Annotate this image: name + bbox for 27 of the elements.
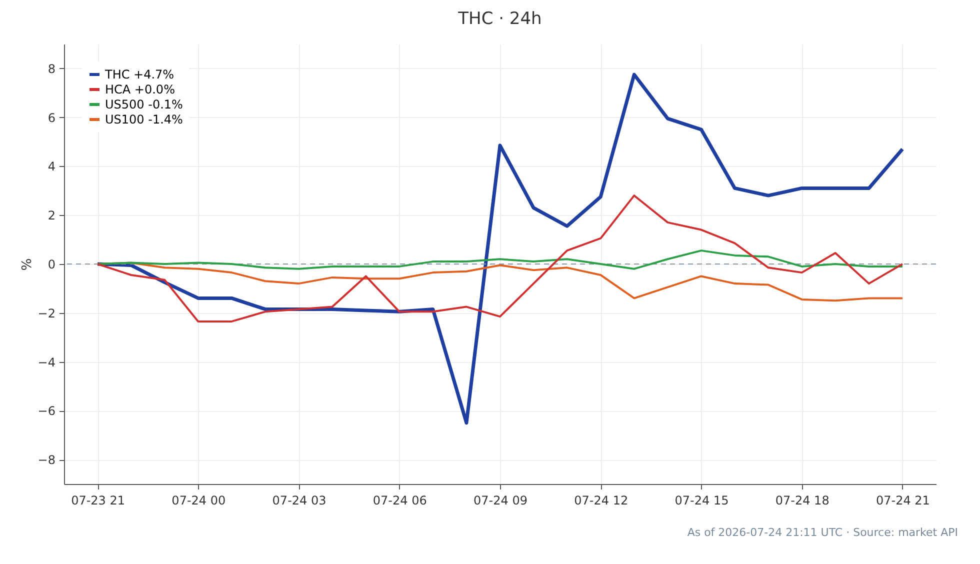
legend-label: HCA +0.0%	[105, 82, 175, 96]
line-series	[96, 250, 904, 270]
x-tick-label: 07-24 09	[474, 494, 528, 508]
y-tick-label: −2	[38, 306, 56, 320]
x-tick-label: 07-24 06	[372, 494, 427, 508]
y-tick-label: 2	[48, 208, 56, 223]
y-tick-label: 4	[48, 160, 56, 174]
x-tick-label: 07-24 21	[876, 494, 930, 508]
chart-title: THC · 24h	[457, 9, 542, 29]
x-tick-label: 07-24 18	[775, 494, 830, 508]
legend-label: US100 -1.4%	[105, 112, 183, 126]
y-tick-label: −8	[38, 453, 56, 468]
x-tick-label: 07-23 21	[71, 494, 126, 508]
text: As of 2026-07-24 21:11 UTC · Source: market API	[687, 526, 958, 539]
y-tick-label: −4	[38, 355, 56, 370]
y-tick-label: −6	[38, 404, 56, 418]
x-tick-label: 07-24 03	[272, 494, 326, 508]
y-tick-label: 0	[48, 258, 56, 272]
line-series	[96, 194, 904, 322]
legend-label: THC +4.7%	[104, 68, 174, 82]
x-tick-label: 07-24 12	[574, 494, 628, 508]
x-tick-label: 07-24 00	[172, 494, 226, 508]
y-tick-label: 8	[48, 62, 56, 76]
legend-label: US500 -0.1%	[105, 98, 183, 112]
y-axis-title: %	[20, 258, 35, 271]
y-tick-label: 6	[48, 110, 56, 125]
x-tick-label: 07-24 15	[674, 494, 729, 508]
